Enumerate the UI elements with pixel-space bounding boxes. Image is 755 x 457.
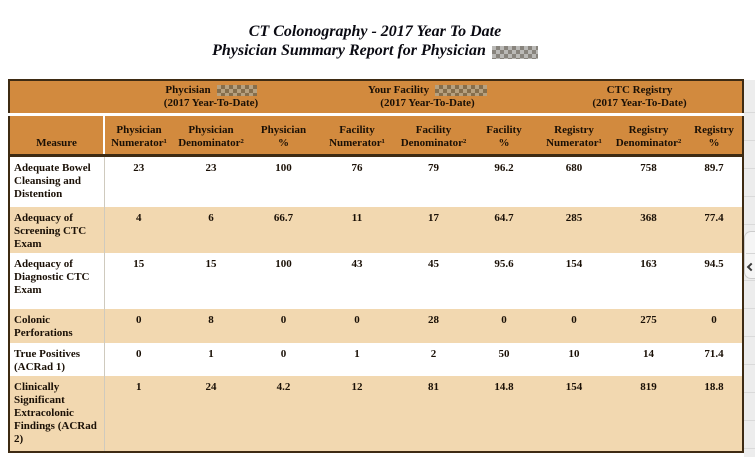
group-header-row: Phycisian (2017 Year-To-Date) Your Facil… — [9, 80, 744, 116]
value-cell: 0 — [104, 343, 173, 376]
value-cell: 1 — [173, 343, 249, 376]
group-header-facility-label: Your Facility — [367, 83, 430, 96]
value-cell: 95.6 — [471, 253, 538, 309]
value-cell: 15 — [173, 253, 249, 309]
measure-cell: Clinically Significant Extracolonic Find… — [9, 376, 105, 452]
value-cell: 24 — [173, 376, 249, 452]
value-cell: 43 — [318, 253, 396, 309]
column-header-row: Measure Physician Numerator¹ Physician Den… — [9, 114, 744, 157]
column-header-measure: Measure — [9, 114, 105, 157]
value-cell: 0 — [686, 309, 744, 343]
group-header-registry-label: CTC Registry — [606, 83, 673, 96]
report-title: CT Colonography - 2017 Year To Date Phys… — [8, 22, 742, 60]
value-cell: 96.2 — [471, 155, 538, 207]
value-cell: 77.4 — [686, 207, 744, 253]
group-header-facility-period: (2017 Year-To-Date) — [380, 96, 475, 109]
value-cell: 28 — [396, 309, 471, 343]
value-cell: 12 — [318, 376, 396, 452]
value-cell: 23 — [104, 155, 173, 207]
value-cell: 81 — [396, 376, 471, 452]
column-header-physician-numerator: Physician Numerator¹ — [104, 114, 173, 157]
value-cell: 1 — [318, 343, 396, 376]
column-header-facility-percent: Facility% — [471, 114, 538, 157]
table-row: Colonic Perforations 0 8 0 0 28 0 0 275 … — [9, 309, 744, 343]
group-header-physician-label: Phycisian — [165, 83, 211, 96]
value-cell: 45 — [396, 253, 471, 309]
value-cell: 4 — [104, 207, 173, 253]
redacted-text — [491, 46, 538, 59]
value-cell: 11 — [318, 207, 396, 253]
divider — [746, 253, 755, 254]
value-cell: 8 — [173, 309, 249, 343]
measure-cell: True Positives (ACRad 1) — [9, 343, 105, 376]
value-cell: 0 — [249, 309, 318, 343]
measure-cell: Adequacy of Screening CTC Exam — [9, 207, 105, 253]
chevron-left-icon — [746, 262, 755, 272]
value-cell: 154 — [537, 253, 612, 309]
value-cell: 100 — [249, 253, 318, 309]
group-header-facility: Your Facility (2017 Year-To-Date) — [318, 80, 538, 116]
value-cell: 368 — [611, 207, 687, 253]
value-cell: 76 — [318, 155, 396, 207]
value-cell: 18.8 — [686, 376, 744, 452]
measure-cell: Colonic Perforations — [9, 309, 105, 343]
value-cell: 0 — [318, 309, 396, 343]
redacted-text — [435, 84, 488, 96]
group-header-physician: Phycisian (2017 Year-To-Date) — [104, 80, 318, 116]
value-cell: 64.7 — [471, 207, 538, 253]
value-cell: 50 — [471, 343, 538, 376]
value-cell: 10 — [537, 343, 612, 376]
value-cell: 14.8 — [471, 376, 538, 452]
group-header-registry-period: (2017 Year-To-Date) — [592, 96, 687, 109]
value-cell: 79 — [396, 155, 471, 207]
value-cell: 0 — [537, 309, 612, 343]
value-cell: 154 — [537, 376, 612, 452]
value-cell: 94.5 — [686, 253, 744, 309]
value-cell: 89.7 — [686, 155, 744, 207]
table-row: Adequate Bowel Cleansing and Distention … — [9, 155, 744, 207]
report-title-line2-text: Physician Summary Report for Physician — [212, 42, 486, 59]
report-title-line2: Physician Summary Report for Physician — [8, 41, 742, 60]
column-header-facility-numerator: Facility Numerator¹ — [318, 114, 396, 157]
group-header-registry: CTC Registry (2017 Year-To-Date) — [537, 80, 744, 116]
value-cell: 23 — [173, 155, 249, 207]
value-cell: 163 — [611, 253, 687, 309]
redacted-text — [216, 84, 257, 96]
table-row: True Positives (ACRad 1) 0 1 0 1 2 50 10… — [9, 343, 744, 376]
value-cell: 680 — [537, 155, 612, 207]
table-row: Adequacy of Screening CTC Exam 4 6 66.7 … — [9, 207, 744, 253]
column-header-registry-percent: Registry% — [686, 114, 744, 157]
value-cell: 15 — [104, 253, 173, 309]
column-header-facility-denominator: Facility Denominator² — [396, 114, 471, 157]
value-cell: 758 — [611, 155, 687, 207]
column-header-registry-denominator: Registry Denominator² — [611, 114, 687, 157]
value-cell: 2 — [396, 343, 471, 376]
value-cell: 0 — [249, 343, 318, 376]
value-cell: 1 — [104, 376, 173, 452]
value-cell: 4.2 — [249, 376, 318, 452]
value-cell: 71.4 — [686, 343, 744, 376]
value-cell: 0 — [471, 309, 538, 343]
value-cell: 100 — [249, 155, 318, 207]
column-header-physician-percent: Physician% — [249, 114, 318, 157]
value-cell: 17 — [396, 207, 471, 253]
column-header-physician-denominator: Physician Denominator² — [173, 114, 249, 157]
group-header-spacer — [9, 80, 104, 116]
value-cell: 275 — [611, 309, 687, 343]
value-cell: 14 — [611, 343, 687, 376]
value-cell: 819 — [611, 376, 687, 452]
column-header-registry-numerator: Registry Numerator¹ — [537, 114, 612, 157]
panel-toggle-button[interactable] — [744, 231, 755, 279]
summary-report-table: Phycisian (2017 Year-To-Date) Your Facil… — [8, 79, 745, 453]
value-cell: 285 — [537, 207, 612, 253]
table-row: Adequacy of Diagnostic CTC Exam 15 15 10… — [9, 253, 744, 309]
measure-cell: Adequate Bowel Cleansing and Distention — [9, 155, 105, 207]
measure-cell: Adequacy of Diagnostic CTC Exam — [9, 253, 105, 309]
report-title-line1: CT Colonography - 2017 Year To Date — [248, 23, 502, 40]
group-header-physician-period: (2017 Year-To-Date) — [163, 96, 259, 109]
value-cell: 66.7 — [249, 207, 318, 253]
value-cell: 6 — [173, 207, 249, 253]
value-cell: 0 — [104, 309, 173, 343]
table-row: Clinically Significant Extracolonic Find… — [9, 376, 744, 452]
